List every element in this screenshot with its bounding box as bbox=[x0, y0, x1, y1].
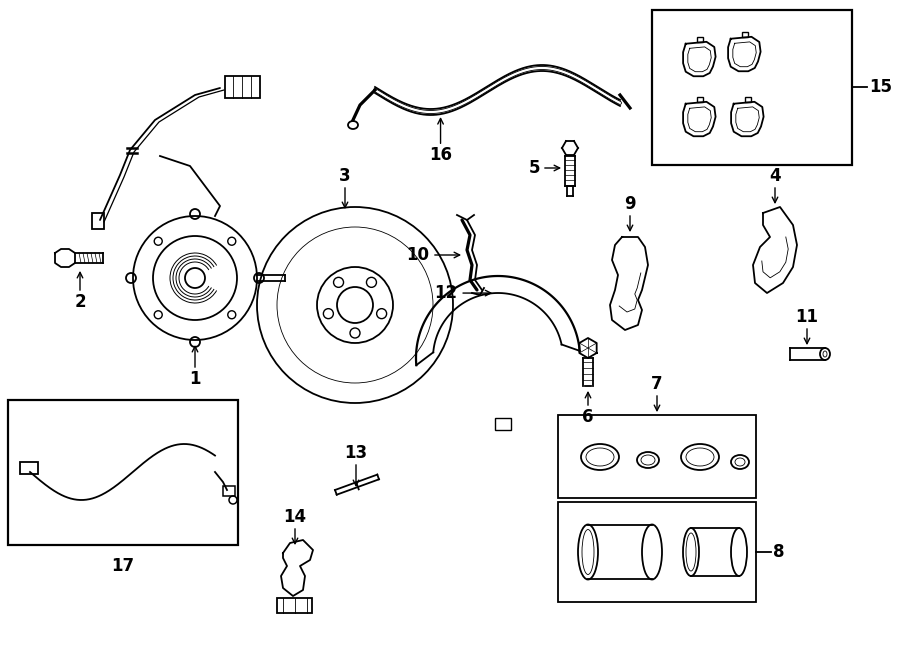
Bar bbox=[225, 76, 260, 98]
Text: 8: 8 bbox=[773, 543, 785, 561]
Text: 11: 11 bbox=[796, 308, 818, 326]
Text: 5: 5 bbox=[528, 159, 540, 177]
Text: 2: 2 bbox=[74, 293, 86, 311]
Bar bbox=[558, 415, 756, 498]
Bar bbox=[742, 32, 748, 38]
Text: 13: 13 bbox=[345, 444, 367, 462]
Bar bbox=[277, 598, 312, 613]
Text: 7: 7 bbox=[652, 375, 662, 393]
Bar bbox=[697, 37, 703, 42]
Bar bbox=[745, 97, 751, 102]
Text: 16: 16 bbox=[429, 146, 452, 164]
Text: 12: 12 bbox=[434, 284, 457, 302]
Text: 3: 3 bbox=[339, 167, 351, 185]
Text: 10: 10 bbox=[406, 246, 429, 264]
Text: 17: 17 bbox=[112, 557, 135, 575]
Bar bbox=[652, 10, 852, 165]
Bar bbox=[8, 400, 238, 545]
Text: 15: 15 bbox=[869, 78, 892, 96]
Bar bbox=[558, 502, 756, 602]
Text: 1: 1 bbox=[189, 370, 201, 388]
Text: 6: 6 bbox=[582, 408, 594, 426]
Bar bbox=[20, 462, 38, 474]
Bar bbox=[223, 486, 235, 496]
Text: 9: 9 bbox=[625, 195, 635, 213]
Bar bbox=[697, 97, 703, 102]
Text: 14: 14 bbox=[284, 508, 307, 526]
Bar bbox=[495, 418, 511, 430]
Bar bbox=[92, 213, 104, 229]
Text: 4: 4 bbox=[770, 167, 781, 185]
